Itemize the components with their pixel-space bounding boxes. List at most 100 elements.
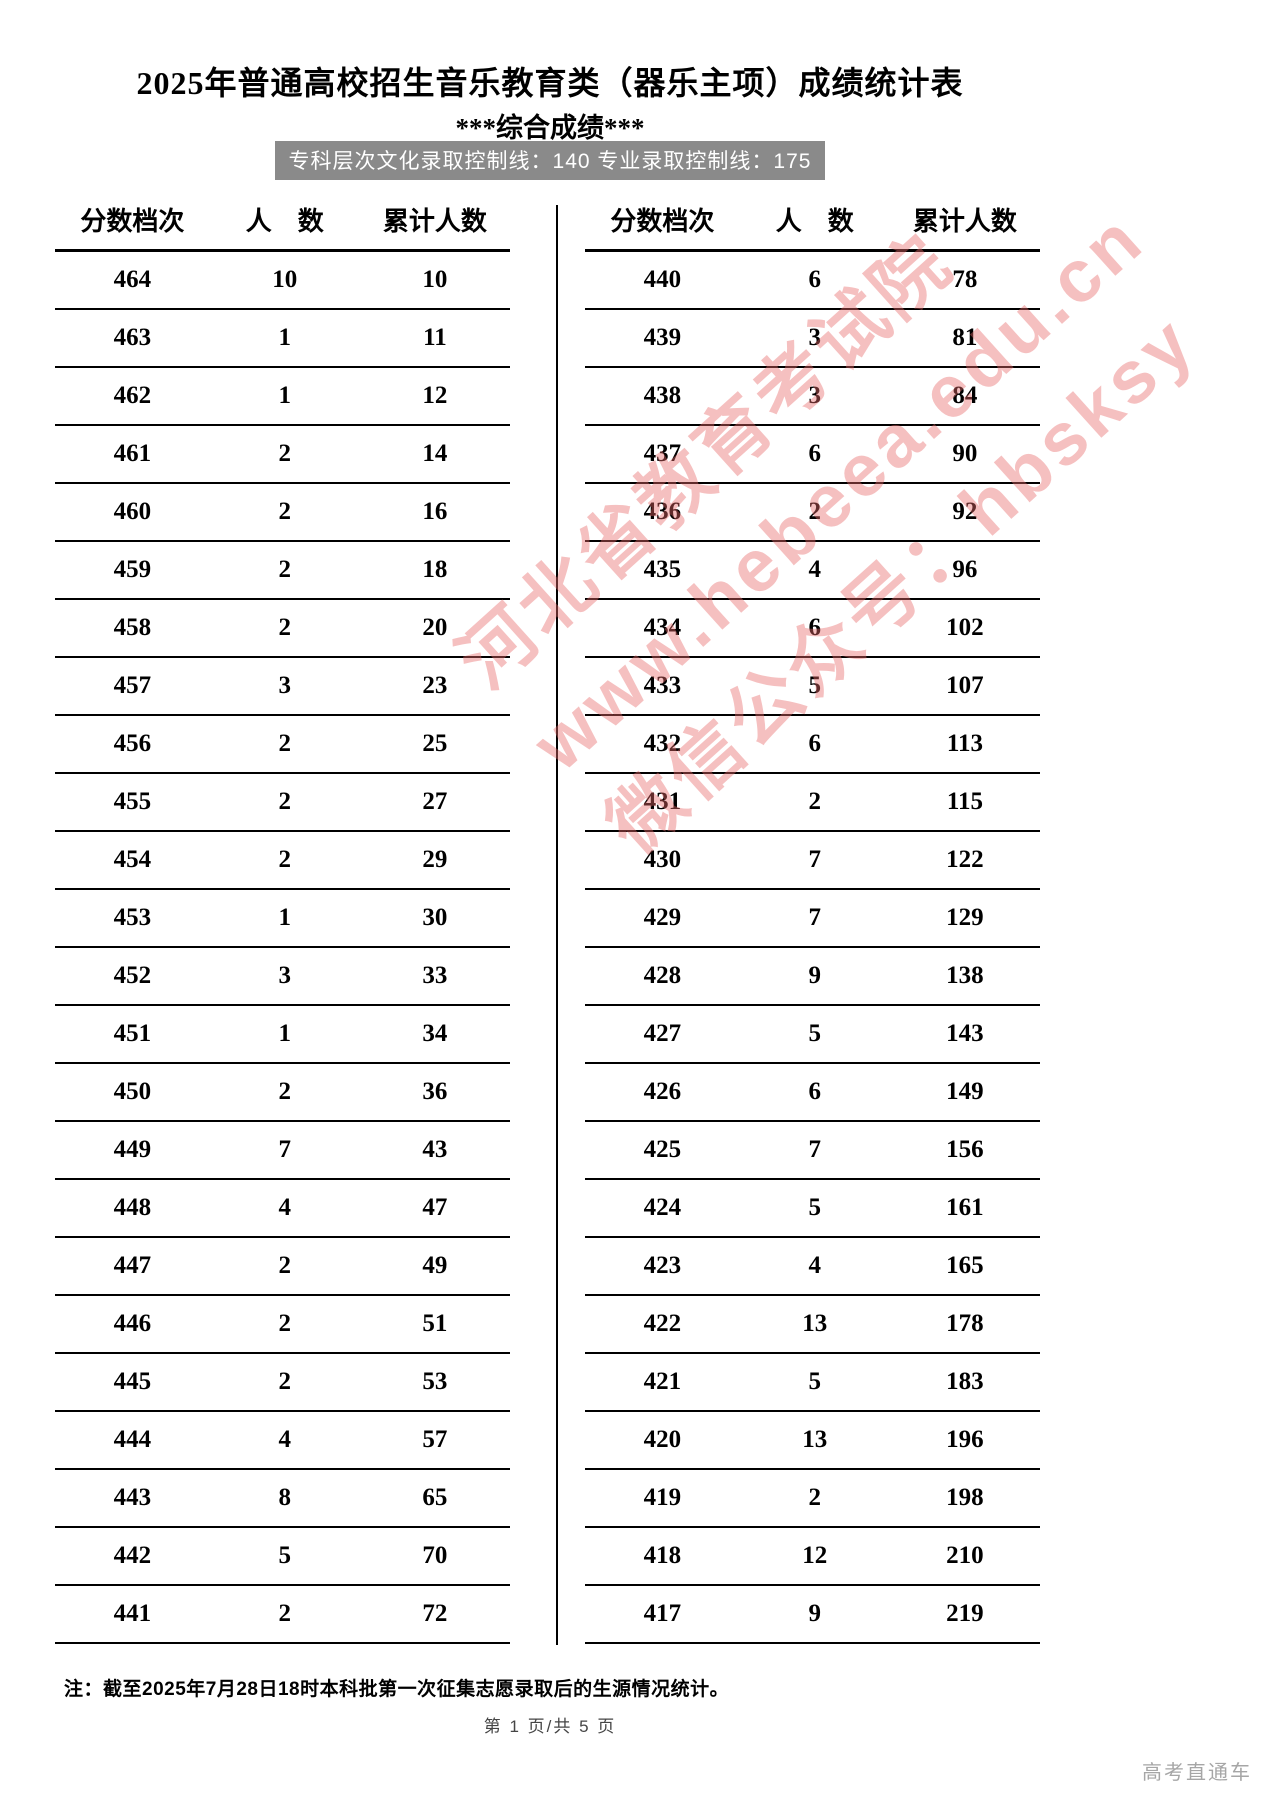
- column-header-score-tier: 分数档次: [610, 206, 715, 236]
- score-cell: 430: [643, 846, 682, 873]
- score-cell: 422: [643, 1310, 682, 1337]
- table-row: 456 2 25: [55, 716, 510, 774]
- cumulative-cell: 219: [946, 1600, 984, 1627]
- table-row: 452 3 33: [55, 948, 510, 1006]
- score-cell: 421: [643, 1368, 682, 1395]
- table-row: 436 2 92: [585, 484, 1040, 542]
- count-cell: 9: [808, 1600, 822, 1627]
- table-row: 424 5 161: [585, 1180, 1040, 1238]
- cumulative-cell: 53: [422, 1368, 448, 1395]
- cumulative-cell: 143: [946, 1020, 984, 1047]
- count-cell: 9: [808, 962, 822, 989]
- cumulative-cell: 78: [952, 266, 978, 293]
- count-cell: 1: [278, 904, 292, 931]
- score-cell: 428: [643, 962, 682, 989]
- score-cell: 448: [113, 1194, 152, 1221]
- score-cell: 462: [113, 382, 152, 409]
- cumulative-cell: 49: [422, 1252, 448, 1279]
- score-cell: 459: [113, 556, 152, 583]
- table-row: 458 2 20: [55, 600, 510, 658]
- score-cell: 429: [643, 904, 682, 931]
- count-cell: 2: [808, 1484, 822, 1511]
- count-cell: 6: [808, 266, 822, 293]
- score-cell: 446: [113, 1310, 152, 1337]
- table-row: 419 2 198: [585, 1470, 1040, 1528]
- cumulative-cell: 92: [952, 498, 978, 525]
- table-row: 429 7 129: [585, 890, 1040, 948]
- table-row: 459 2 18: [55, 542, 510, 600]
- score-cell: 452: [113, 962, 152, 989]
- score-cell: 451: [113, 1020, 152, 1047]
- score-cell: 420: [643, 1426, 682, 1453]
- score-cell: 439: [643, 324, 682, 351]
- count-cell: 6: [808, 730, 822, 757]
- count-cell: 2: [278, 1600, 292, 1627]
- table-row: 445 2 53: [55, 1354, 510, 1412]
- score-cell: 456: [113, 730, 152, 757]
- cumulative-cell: 57: [422, 1426, 448, 1453]
- count-cell: 7: [808, 904, 822, 931]
- count-cell: 2: [278, 1310, 292, 1337]
- table-row: 418 12 210: [585, 1528, 1040, 1586]
- count-cell: 2: [278, 1368, 292, 1395]
- table-row: 431 2 115: [585, 774, 1040, 832]
- table-row: 432 6 113: [585, 716, 1040, 774]
- score-cell: 440: [643, 266, 682, 293]
- count-cell: 2: [278, 1078, 292, 1105]
- cumulative-cell: 183: [946, 1368, 984, 1395]
- cumulative-cell: 122: [946, 846, 984, 873]
- count-cell: 2: [278, 1252, 292, 1279]
- score-cell: 435: [643, 556, 682, 583]
- score-table-right: 分数档次 人 数 累计人数 440 6 78 439 3 81 438 3 84 437 6 90 43…: [585, 190, 1040, 1644]
- score-cell: 433: [643, 672, 682, 699]
- count-cell: 3: [808, 324, 822, 351]
- table-row: 446 2 51: [55, 1296, 510, 1354]
- cumulative-cell: 12: [422, 382, 448, 409]
- cumulative-cell: 113: [946, 730, 983, 757]
- count-cell: 2: [278, 788, 292, 815]
- count-cell: 3: [278, 962, 292, 989]
- cumulative-cell: 23: [422, 672, 448, 699]
- score-cell: 455: [113, 788, 152, 815]
- cumulative-cell: 81: [952, 324, 978, 351]
- cumulative-cell: 25: [422, 730, 448, 757]
- table-row: 441 2 72: [55, 1586, 510, 1644]
- cumulative-cell: 65: [422, 1484, 448, 1511]
- score-cell: 453: [113, 904, 152, 931]
- cumulative-cell: 196: [946, 1426, 984, 1453]
- cumulative-cell: 11: [423, 324, 447, 351]
- count-cell: 10: [272, 266, 298, 293]
- cumulative-cell: 33: [422, 962, 448, 989]
- table-row: 442 5 70: [55, 1528, 510, 1586]
- score-cell: 438: [643, 382, 682, 409]
- page-number: 第 1 页/共 5 页: [483, 1717, 617, 1736]
- table-row: 454 2 29: [55, 832, 510, 890]
- table-row: 447 2 49: [55, 1238, 510, 1296]
- score-cell: 460: [113, 498, 152, 525]
- table-row: 420 13 196: [585, 1412, 1040, 1470]
- count-cell: 2: [278, 440, 292, 467]
- cumulative-cell: 16: [422, 498, 448, 525]
- cumulative-cell: 30: [422, 904, 448, 931]
- score-cell: 443: [113, 1484, 152, 1511]
- score-cell: 425: [643, 1136, 682, 1163]
- score-cell: 457: [113, 672, 152, 699]
- cumulative-cell: 27: [422, 788, 448, 815]
- cumulative-cell: 18: [422, 556, 448, 583]
- count-cell: 2: [808, 498, 822, 525]
- cumulative-cell: 84: [952, 382, 978, 409]
- count-cell: 2: [808, 788, 822, 815]
- table-row: 427 5 143: [585, 1006, 1040, 1064]
- table-row: 437 6 90: [585, 426, 1040, 484]
- table-body-left: 464 10 10 463 1 11 462 1 12 461 2 14 460 2 16 459 2 18 458…: [55, 252, 510, 1644]
- table-row: 423 4 165: [585, 1238, 1040, 1296]
- table-row: 444 4 57: [55, 1412, 510, 1470]
- table-row: 434 6 102: [585, 600, 1040, 658]
- count-cell: 7: [808, 846, 822, 873]
- table-row: 448 4 47: [55, 1180, 510, 1238]
- table-body-right: 440 6 78 439 3 81 438 3 84 437 6 90 436 2 92 435 4 96 434 6…: [585, 252, 1040, 1644]
- score-cell: 449: [113, 1136, 152, 1163]
- score-cell: 427: [643, 1020, 682, 1047]
- cumulative-cell: 10: [422, 266, 448, 293]
